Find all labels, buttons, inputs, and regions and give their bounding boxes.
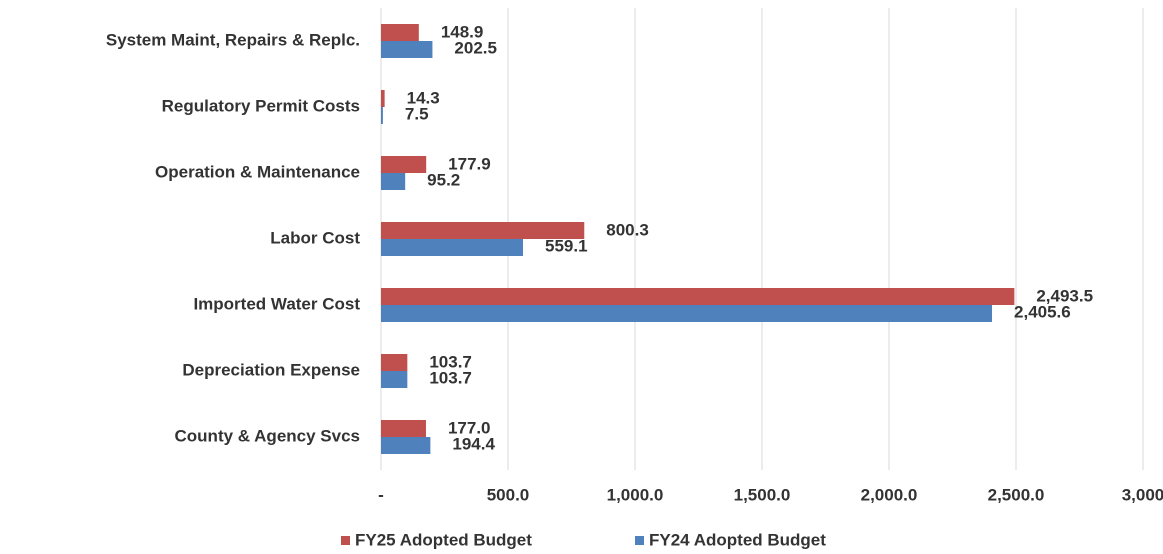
data-label: 14.3 bbox=[407, 88, 440, 107]
bar bbox=[381, 371, 408, 388]
data-label: 103.7 bbox=[429, 368, 472, 387]
bar bbox=[381, 420, 426, 437]
bar bbox=[381, 437, 431, 454]
bar bbox=[381, 305, 993, 322]
y-tick-label: Imported Water Cost bbox=[193, 294, 360, 313]
data-label: 2,493.5 bbox=[1036, 286, 1093, 305]
data-label: 95.2 bbox=[427, 170, 460, 189]
data-label: 148.9 bbox=[441, 22, 484, 41]
bar bbox=[381, 354, 408, 371]
x-tick-label: 1,000.0 bbox=[607, 485, 664, 504]
bar bbox=[381, 173, 406, 190]
y-tick-label: Operation & Maintenance bbox=[155, 162, 360, 181]
data-label: 177.0 bbox=[448, 418, 491, 437]
x-tick-label: 2,500.0 bbox=[988, 485, 1045, 504]
data-label: 103.7 bbox=[429, 352, 472, 371]
legend-swatch bbox=[635, 536, 644, 545]
bar bbox=[381, 41, 433, 58]
y-tick-label: Regulatory Permit Costs bbox=[162, 96, 360, 115]
legend-label: FY25 Adopted Budget bbox=[355, 530, 532, 549]
y-tick-label: Labor Cost bbox=[270, 228, 360, 247]
y-tick-label: Depreciation Expense bbox=[182, 360, 360, 379]
legend-label: FY24 Adopted Budget bbox=[649, 530, 826, 549]
x-tick-label: 2,000.0 bbox=[861, 485, 918, 504]
y-tick-label: System Maint, Repairs & Replc. bbox=[106, 30, 360, 49]
x-tick-label: 3,000 bbox=[1122, 485, 1163, 504]
x-tick-label: 500.0 bbox=[487, 485, 530, 504]
data-label: 7.5 bbox=[405, 104, 429, 123]
bar bbox=[381, 90, 385, 107]
x-tick-label: 1,500.0 bbox=[734, 485, 791, 504]
legend-swatch bbox=[341, 536, 350, 545]
bar bbox=[381, 107, 383, 124]
y-tick-label: County & Agency Svcs bbox=[175, 426, 360, 445]
bar bbox=[381, 156, 427, 173]
data-label: 177.9 bbox=[448, 154, 491, 173]
data-label: 2,405.6 bbox=[1014, 302, 1071, 321]
data-label: 194.4 bbox=[452, 434, 495, 453]
data-label: 559.1 bbox=[545, 236, 588, 255]
x-tick-label: - bbox=[378, 485, 384, 504]
bar bbox=[381, 222, 585, 239]
bar bbox=[381, 288, 1015, 305]
bar bbox=[381, 239, 524, 256]
data-label: 800.3 bbox=[606, 220, 649, 239]
data-label: 202.5 bbox=[454, 38, 497, 57]
bar bbox=[381, 24, 419, 41]
